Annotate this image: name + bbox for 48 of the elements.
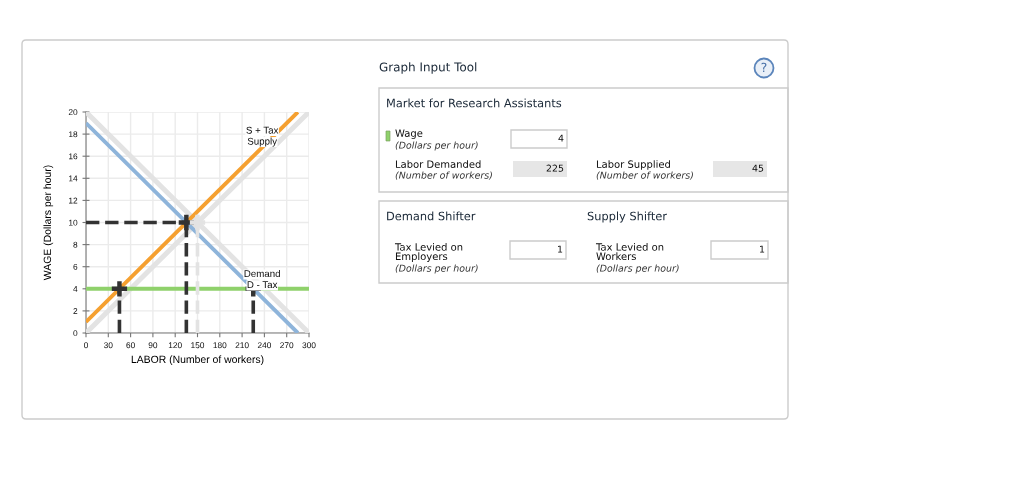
text: 1 [760, 245, 765, 253]
x-tick-label: 150 [191, 342, 205, 349]
text: 1 [558, 245, 563, 253]
y-tick-label: 6 [73, 263, 78, 270]
y-tick-label: 8 [73, 241, 78, 248]
text: 4 [558, 134, 564, 142]
text: 225 [546, 164, 564, 172]
text: Tax Levied on Workers [595, 243, 664, 261]
text: ? [761, 62, 767, 72]
series-label: Supply [247, 137, 278, 147]
y-tick-label: 4 [73, 286, 78, 292]
text: Labor Demanded [395, 160, 481, 168]
text: Demand Shifter [387, 211, 476, 221]
y-tick-label: 0 [73, 330, 78, 337]
text: Tax Levied on Employers [394, 243, 463, 262]
y-tick-label: 20 [68, 109, 78, 116]
x-tick-label: 30 [103, 342, 113, 349]
x-tick-label: 90 [148, 342, 158, 349]
x-tick-label: 180 [213, 342, 227, 349]
x-tick-label: 270 [280, 342, 294, 349]
text: 45 [752, 164, 764, 172]
series-label: D - Tax [247, 281, 278, 289]
x-tick-label: 210 [235, 342, 249, 349]
y-tick-label: 2 [73, 308, 78, 314]
x-tick-label: 240 [257, 342, 272, 349]
text: (Dollars per hour) [395, 141, 478, 151]
text: Graph Input Tool [379, 62, 477, 74]
series-label: Demand [244, 269, 280, 278]
text: (Number of workers) [596, 171, 693, 180]
text: (Dollars per hour) [596, 264, 679, 274]
series-label: S + Tax [246, 126, 279, 134]
x-tick-label: 120 [168, 342, 182, 349]
text: Labor Supplied [596, 160, 670, 170]
text: Supply Shifter [587, 211, 668, 223]
text: Market for Research Assistants [387, 98, 562, 108]
y-tick-label: 16 [69, 153, 78, 160]
y-axis-title: WAGE (Dollars per hour) [43, 165, 54, 281]
y-tick-label: 18 [69, 131, 78, 138]
text: (Number of workers) [395, 171, 492, 180]
x-tick-label: 60 [126, 342, 135, 349]
x-axis-title: LABOR (Number of workers) [131, 355, 264, 366]
y-tick-label: 10 [69, 219, 78, 226]
x-tick-label: 0 [84, 342, 88, 349]
y-tick-label: 12 [69, 197, 78, 204]
text: (Dollars per hour) [395, 264, 478, 274]
text: Wage [395, 129, 423, 139]
y-tick-label: 14 [69, 175, 78, 182]
x-tick-label: 300 [302, 342, 316, 349]
